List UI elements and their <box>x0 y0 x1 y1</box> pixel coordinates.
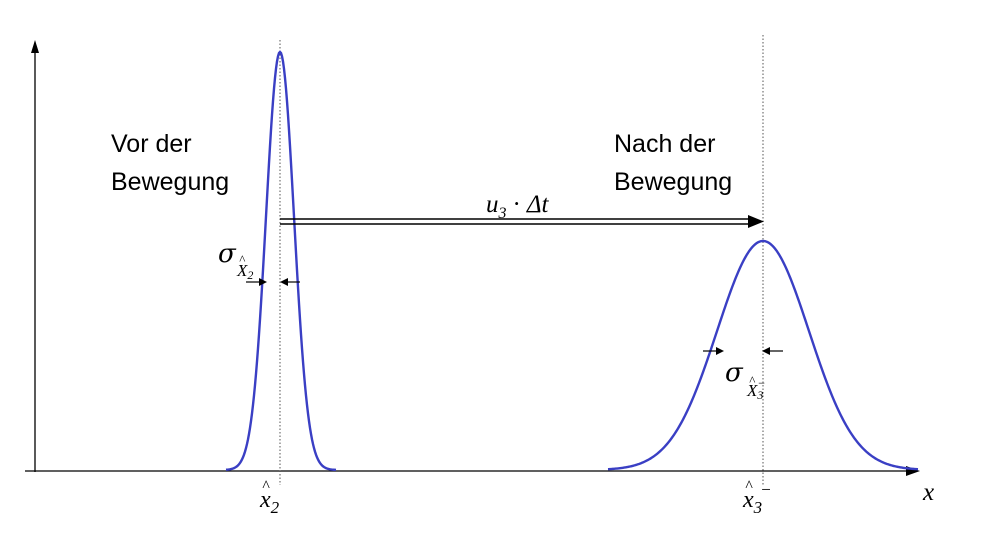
label-before-line2: Bewegung <box>111 168 229 196</box>
sigma-before-symbol: σ <box>218 239 237 269</box>
sigma-after-symbol: σ <box>725 358 744 388</box>
tick-label-before: x2 <box>259 487 280 517</box>
label-before-line1: Vor der <box>111 130 192 158</box>
y-axis-arrow <box>31 40 39 53</box>
x-axis-label: x <box>922 479 934 506</box>
motion-label: u3 · Δt <box>486 191 550 222</box>
sigma-before-subscript: X2 <box>236 261 253 282</box>
sigma-after-arrow-left-head <box>716 347 724 355</box>
label-after-line2: Bewegung <box>614 168 732 196</box>
motion-arrow-head <box>748 215 764 228</box>
label-after-line1: Nach der <box>614 130 715 158</box>
sigma-before-arrow-right-head <box>280 278 288 286</box>
